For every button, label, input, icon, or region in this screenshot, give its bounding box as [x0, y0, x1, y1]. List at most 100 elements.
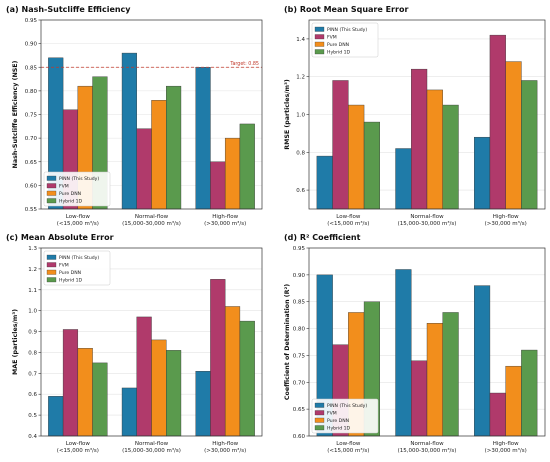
bar-pinn-this-study-high-flow [474, 136, 491, 210]
y-tick-label: 0.8 [28, 350, 37, 356]
y-tick-label: 0.70 [293, 380, 306, 386]
bar-hybrid-1d-normal-flow [442, 104, 459, 210]
bar-pure-dnn-low-flow [348, 104, 365, 210]
bar-hybrid-1d-high-flow [239, 123, 255, 210]
legend-swatch [314, 417, 325, 423]
legend-entry: Pure DNN [59, 191, 81, 197]
bar-hybrid-1d-normal-flow [166, 350, 182, 437]
bar-fvm-normal-flow [136, 128, 152, 210]
panel-title: (a) Nash-Sutcliffe Efficiency [6, 5, 131, 14]
legend-swatch [46, 269, 57, 275]
y-axis-label: RMSE (particles/m³) [284, 79, 291, 150]
bar-fvm-high-flow [210, 161, 226, 210]
legend-entry: PINN (This Study) [327, 27, 367, 33]
y-tick-label: 0.65 [25, 160, 38, 166]
bar-pure-dnn-normal-flow [426, 89, 443, 210]
category-label: Normal-flow [410, 214, 444, 220]
y-tick-label: 1.0 [296, 113, 305, 119]
y-tick-label: 1.0 [28, 309, 37, 315]
legend-box [43, 250, 111, 286]
bar-pinn-this-study-high-flow [195, 371, 211, 437]
y-tick-label: 0.8 [296, 150, 305, 156]
legend-entry: Pure DNN [59, 270, 81, 276]
y-tick-label: 0.60 [293, 434, 306, 440]
legend-swatch [314, 410, 325, 416]
category-sublabel: (<15,000 m³/s) [327, 447, 369, 454]
y-tick-label: 1.4 [296, 37, 305, 43]
bar-pure-dnn-high-flow [224, 306, 241, 437]
category-label: Low-flow [336, 441, 361, 447]
y-tick-label: 0.75 [293, 353, 306, 359]
category-sublabel: (15,000-30,000 m³/s) [122, 447, 181, 454]
y-tick-label: 0.5 [28, 413, 37, 419]
y-tick-label: 0.80 [293, 327, 306, 333]
y-tick-label: 0.6 [296, 188, 305, 194]
bar-hybrid-1d-high-flow [521, 80, 538, 210]
legend-swatch [314, 41, 325, 47]
bar-fvm-normal-flow [136, 316, 152, 437]
panel-title: (d) R² Coefficient [284, 233, 361, 242]
legend-entry: FVM [327, 411, 337, 417]
panel-2: (b) Root Mean Square Error 0.6 0.8 1.0 1.2 1.… [284, 5, 546, 227]
bar-fvm-low-flow [62, 329, 79, 437]
y-tick-label: 0.65 [293, 407, 306, 413]
legend-swatch [46, 262, 57, 268]
category-sublabel: (>30,000 m³/s) [485, 447, 527, 454]
bar-pinn-this-study-low-flow [48, 396, 64, 437]
y-axis-label: Coefficient of Determination (R²) [284, 284, 291, 400]
target-label: Target: 0.85 [229, 61, 259, 67]
legend-entry: Pure DNN [327, 42, 349, 48]
legend-entry: FVM [59, 184, 69, 190]
legend-entry: Hybrid 1D [327, 50, 351, 56]
category-label: High-flow [212, 214, 238, 220]
legend-swatch [46, 277, 57, 283]
y-tick-label: 1.2 [296, 75, 305, 81]
y-tick-label: 0.75 [25, 113, 38, 119]
plot-frame [40, 247, 263, 437]
bar-pure-dnn-normal-flow [426, 323, 443, 437]
category-label: Low-flow [66, 214, 91, 220]
y-tick-label: 0.80 [25, 89, 38, 95]
y-axis-label: Nash-Sutcliffe Efficiency (NSE) [12, 60, 19, 168]
legend-box [311, 22, 379, 58]
legend-entry: Pure DNN [327, 418, 349, 424]
bar-hybrid-1d-high-flow [239, 320, 255, 437]
category-sublabel: (>30,000 m³/s) [204, 220, 246, 227]
legend-entry: FVM [59, 263, 69, 269]
bar-hybrid-1d-normal-flow [442, 312, 459, 437]
category-label: High-flow [493, 214, 519, 220]
category-sublabel: (15,000-30,000 m³/s) [122, 220, 181, 227]
bar-pinn-this-study-high-flow [474, 285, 491, 437]
bar-fvm-low-flow [332, 80, 349, 210]
plot-frame [308, 19, 546, 210]
y-tick-label: 0.70 [25, 136, 38, 142]
plot-frame [40, 19, 263, 210]
y-tick-label: 0.90 [25, 42, 38, 48]
legend-swatch [314, 402, 325, 408]
category-label: Normal-flow [410, 441, 444, 447]
bar-fvm-high-flow [210, 279, 226, 437]
bar-pure-dnn-high-flow [505, 61, 522, 210]
legend-entry: Hybrid 1D [59, 278, 83, 284]
panel-title: (c) Mean Absolute Error [6, 233, 114, 242]
y-tick-label: 0.85 [293, 300, 306, 306]
legend-swatch [46, 190, 57, 196]
legend-entry: PINN (This Study) [59, 255, 99, 261]
legend-swatch [314, 49, 325, 55]
category-label: Normal-flow [135, 214, 169, 220]
category-sublabel: (15,000-30,000 m³/s) [398, 220, 457, 227]
category-label: Normal-flow [135, 441, 169, 447]
bar-pinn-this-study-low-flow [316, 155, 333, 210]
category-label: Low-flow [66, 441, 91, 447]
y-tick-label: 1.3 [28, 246, 37, 252]
bar-fvm-normal-flow [411, 68, 428, 210]
legend-entry: PINN (This Study) [59, 176, 99, 182]
legend-swatch [46, 254, 57, 260]
category-sublabel: (>30,000 m³/s) [204, 447, 246, 454]
plot-frame [308, 247, 546, 437]
